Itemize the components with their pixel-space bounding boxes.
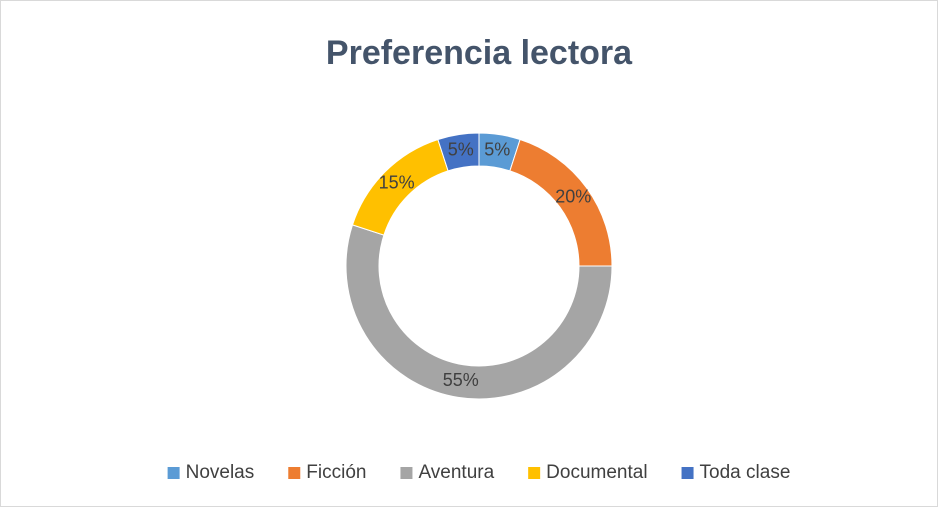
data-label: 15%	[379, 172, 415, 192]
legend-swatch	[400, 467, 413, 479]
legend-label: Ficción	[306, 462, 366, 483]
donut-segment	[345, 224, 613, 400]
legend-swatch	[528, 467, 541, 479]
data-label: 20%	[555, 186, 591, 206]
donut-segment	[437, 132, 480, 172]
legend-label: Novelas	[186, 462, 255, 483]
data-label: 5%	[484, 140, 510, 160]
legend-label: Aventura	[418, 462, 494, 483]
legend-label: Documental	[546, 462, 647, 483]
legend-label: Toda clase	[700, 462, 791, 483]
legend-swatch	[681, 467, 694, 479]
data-label: 55%	[443, 370, 479, 390]
chart-title: Preferencia lectora	[326, 34, 633, 72]
legend-swatch	[288, 467, 301, 479]
data-label: 5%	[448, 140, 474, 160]
legend-swatch	[167, 467, 180, 479]
